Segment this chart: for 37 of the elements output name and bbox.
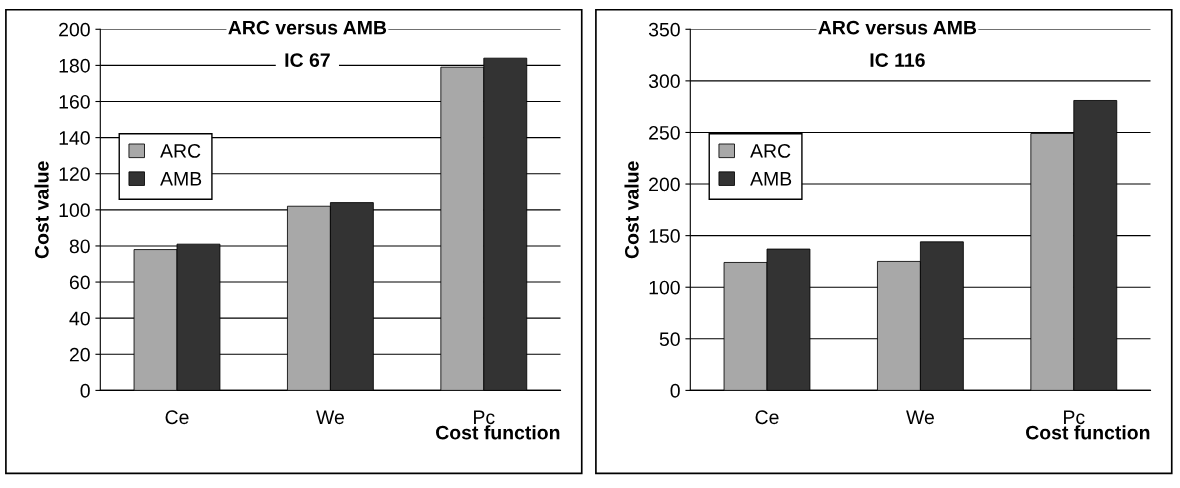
x-axis-title: Cost function [1026,425,1150,440]
y-tick-label: 40 [69,311,90,326]
y-tick-label: 200 [649,177,680,192]
y-tick-label: 160 [59,94,90,109]
y-tick-label: 60 [69,275,90,290]
x-tick-label: We [316,410,344,425]
y-tick-label: 350 [648,22,680,37]
text: IC 116 [870,53,925,67]
chart-title: ARC versus AMB [818,20,977,35]
y-tick-label: 50 [659,332,680,347]
y-tick-label: 120 [59,167,90,181]
y-tick-label: 100 [649,280,680,295]
y-tick-label: 200 [59,22,90,37]
y-tick-label: 140 [59,131,90,145]
y-tick-label: 180 [59,58,90,73]
y-tick-label: 300 [648,74,680,89]
legend-label: AMB [160,172,202,186]
y-tick-label: 0 [80,383,90,398]
x-tick-label: Ce [165,410,189,425]
y-tick-label: 80 [69,239,90,254]
x-axis-title: Cost function [436,425,560,440]
x-tick-label: Pc [474,410,495,425]
legend-label: ARC [750,144,791,158]
legend-label: AMB [750,172,792,186]
y-tick-label: 0 [670,383,680,398]
y-tick-label: 150 [649,229,680,243]
legend-label: ARC [160,144,201,158]
x-tick-label: Ce [755,410,779,425]
chart-title: ARC versus AMB [228,20,387,35]
text: IC 67 [285,53,330,67]
y-tick-label: 250 [649,125,680,140]
y-tick-label: 100 [59,203,90,218]
y-tick-label: 20 [69,347,90,362]
y-axis-title: Cost value [624,161,639,259]
y-axis-title: Cost value [34,161,49,259]
x-tick-label: Pc [1064,410,1085,425]
x-tick-label: We [906,410,934,425]
